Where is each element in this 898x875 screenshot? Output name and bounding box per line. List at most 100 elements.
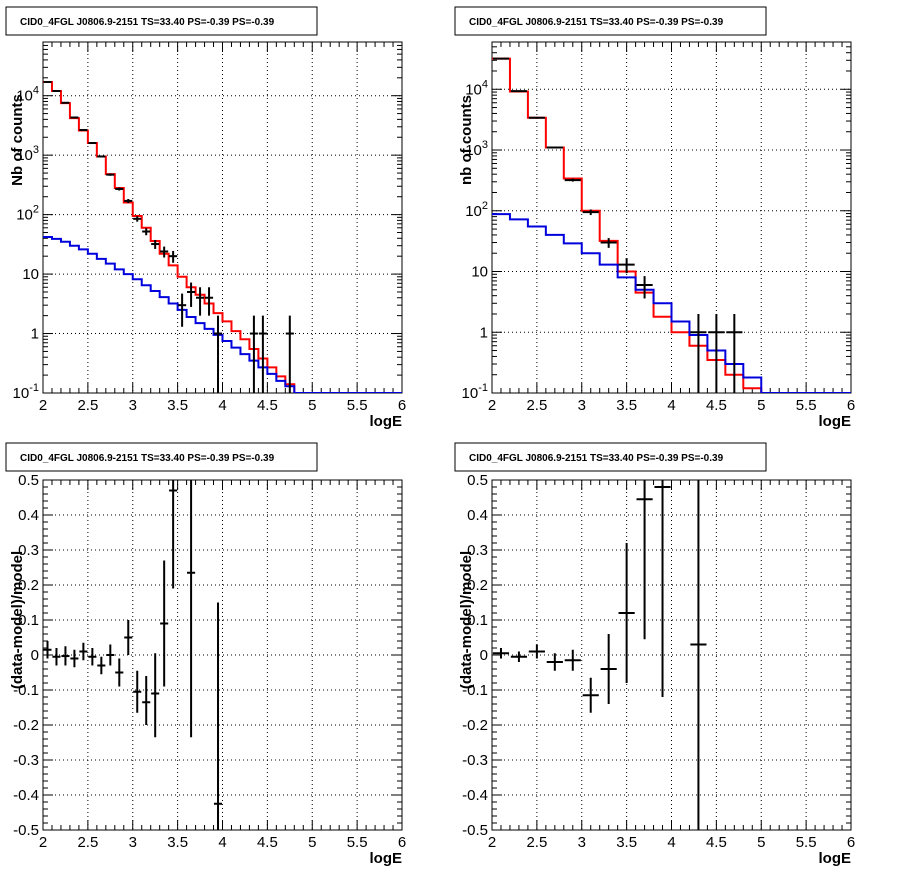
x-tick-label: 5.5	[796, 834, 817, 851]
data-point	[285, 315, 294, 393]
x-tick-label: 4	[667, 834, 675, 851]
data-point	[618, 258, 635, 274]
x-tick-label: 2.5	[526, 397, 547, 414]
x-tick-label: 2	[488, 397, 496, 414]
data-point	[528, 644, 545, 659]
data-point	[79, 642, 88, 661]
y-tick-label: 0.3	[18, 542, 39, 559]
y-tick-label: 10-1	[13, 382, 39, 402]
title-box	[5, 442, 318, 472]
y-tick-label: 1	[31, 326, 39, 343]
x-axis-title: logE	[819, 850, 852, 867]
data-point	[636, 480, 653, 640]
x-tick-label: 4	[218, 834, 226, 851]
x-tick-label: 6	[847, 834, 855, 851]
data-point	[97, 656, 106, 675]
chart-panel-4: 2 2.5 3 3.5 4 4.5 5 5.5 6 -0.5 -0.4 -0.3 -0.2 -0.1 0 0.…	[454, 442, 855, 867]
y-tick-label: 0	[480, 647, 488, 664]
x-tick-label: 5.5	[796, 397, 817, 414]
y-tick-label: -0.4	[13, 787, 39, 804]
y-tick-label: -0.3	[462, 752, 488, 769]
data-point	[196, 287, 205, 316]
x-tick-label: 5.5	[347, 397, 368, 414]
x-tick-label: 4.5	[257, 397, 278, 414]
data-point	[708, 313, 725, 393]
y-tick-label: 104	[465, 78, 488, 98]
y-tick-label: -0.5	[462, 822, 488, 839]
chart-title: CID0_4FGL J0806.9-2151 TS=33.40 PS=-0.39…	[20, 453, 275, 464]
x-tick-label: 3	[578, 834, 586, 851]
data-point	[106, 173, 115, 176]
x-tick-label: 4	[218, 397, 226, 414]
chart-title: CID0_4FGL J0806.9-2151 TS=33.40 PS=-0.39…	[20, 17, 275, 28]
data-point	[546, 146, 563, 149]
y-tick-label: -0.5	[13, 822, 39, 839]
x-tick-label: 3.5	[616, 834, 637, 851]
data-point	[204, 287, 214, 316]
data-point	[61, 101, 70, 104]
y-tick-label: 0.1	[18, 612, 39, 629]
data-point	[510, 651, 528, 662]
data-point	[115, 187, 124, 191]
x-tick-label: 6	[398, 834, 406, 851]
data-point	[133, 670, 142, 713]
x-tick-label: 5	[757, 834, 765, 851]
chart-title: CID0_4FGL J0806.9-2151 TS=33.40 PS=-0.39…	[469, 453, 724, 464]
y-tick-label: 0.2	[18, 577, 39, 594]
data-point	[43, 80, 52, 83]
y-tick-label: 0.2	[467, 577, 488, 594]
x-tick-label: 2.5	[77, 397, 98, 414]
data-point	[88, 142, 97, 145]
chart-title: CID0_4FGL J0806.9-2151 TS=33.40 PS=-0.39…	[469, 17, 724, 28]
x-tick-label: 3	[129, 397, 137, 414]
chart-panel-3: 2 2.5 3 3.5 4 4.5 5 5.5 6 -0.5 -0.4 -0.3 -0.2 -0.1 0 0.…	[5, 442, 406, 867]
x-tick-label: 6	[398, 397, 406, 414]
chart-panel-2: 2 2.5 3 3.5 4 4.5 5 5.5 6 10-1 1 10 102 103 104 logE nb …	[454, 6, 855, 430]
x-axis-title: logE	[370, 413, 403, 430]
x-tick-label: 3	[578, 397, 586, 414]
plot-data	[43, 480, 223, 830]
x-tick-label: 5	[308, 834, 316, 851]
data-point	[249, 315, 258, 393]
data-point	[106, 644, 115, 666]
data-point	[151, 239, 160, 249]
x-tick-label: 3.5	[167, 397, 188, 414]
x-tick-label: 5.5	[347, 834, 368, 851]
x-tick-label: 5	[757, 397, 765, 414]
y-tick-label: -0.2	[13, 717, 39, 734]
y-tick-label: 1	[480, 324, 488, 341]
background-model-histogram	[492, 213, 851, 393]
data-point	[258, 315, 267, 393]
data-point	[546, 653, 563, 671]
y-tick-label: 0.3	[467, 542, 488, 559]
data-point	[169, 250, 178, 263]
y-tick-label: 0	[31, 647, 39, 664]
x-tick-label: 4.5	[257, 834, 278, 851]
data-point	[142, 228, 151, 236]
y-tick-label: 103	[465, 139, 488, 159]
y-tick-label: 10	[471, 264, 488, 281]
data-point	[70, 116, 79, 119]
x-tick-label: 2	[39, 397, 47, 414]
y-tick-label: -0.1	[13, 682, 39, 699]
data-point	[564, 178, 581, 182]
data-point	[510, 90, 528, 93]
title-box	[454, 6, 767, 36]
data-point	[690, 313, 707, 393]
data-point	[618, 543, 635, 683]
data-point	[115, 658, 124, 687]
data-point	[97, 155, 106, 158]
x-tick-label: 2.5	[526, 834, 547, 851]
x-tick-label: 3.5	[616, 397, 637, 414]
data-point	[169, 480, 178, 589]
data-point	[600, 238, 617, 248]
data-point	[600, 634, 617, 704]
data-point	[726, 313, 743, 393]
x-tick-label: 4	[667, 397, 675, 414]
y-tick-label: 0.4	[467, 507, 488, 524]
y-tick-label: -0.2	[462, 717, 488, 734]
y-axis-title: (data-model)/model	[458, 551, 475, 689]
x-tick-label: 2.5	[77, 834, 98, 851]
x-tick-label: 3	[129, 834, 137, 851]
data-point	[492, 648, 510, 659]
